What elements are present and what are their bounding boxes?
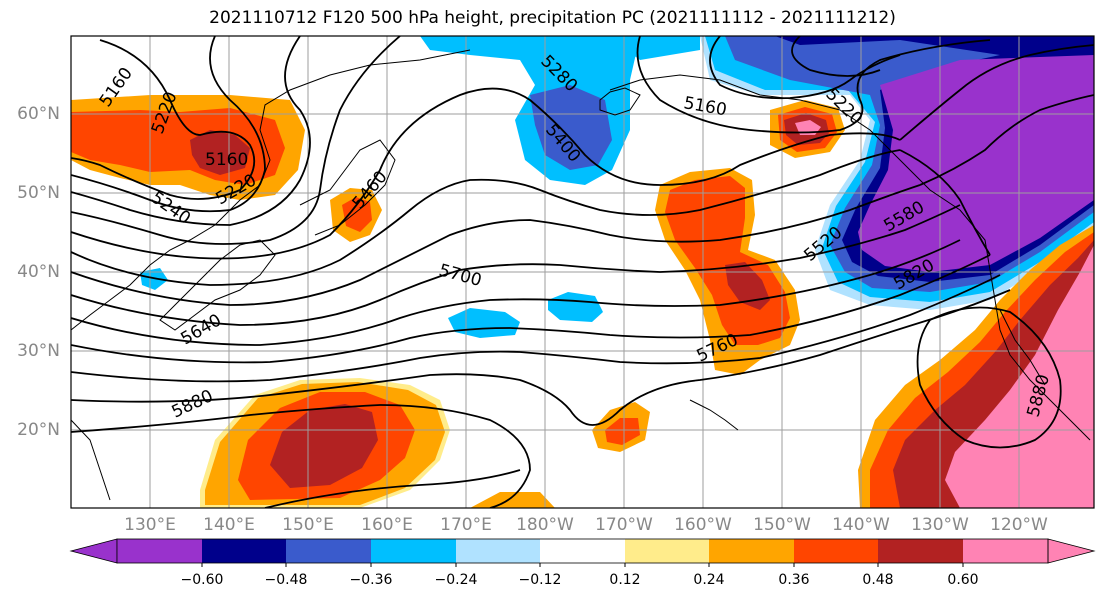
colorbar-swatch bbox=[202, 539, 286, 563]
contour-label: 5700 bbox=[437, 261, 484, 292]
lon-label: 150°W bbox=[753, 515, 811, 535]
colorbar-min-extend bbox=[69, 538, 118, 564]
lat-label: 30°N bbox=[17, 341, 60, 361]
colorbar-tick-label: −0.12 bbox=[518, 572, 562, 588]
lon-label: 120°W bbox=[990, 515, 1048, 535]
positive-patch-c-b bbox=[605, 418, 640, 445]
colorbar-tick-label: −0.48 bbox=[264, 572, 308, 588]
colorbar-swatch bbox=[117, 539, 202, 563]
lat-label: 40°N bbox=[17, 262, 60, 282]
colorbar-swatch bbox=[963, 539, 1048, 563]
negative-region-nc-b bbox=[530, 85, 612, 170]
lon-label: 130°W bbox=[911, 515, 969, 535]
lon-label: 150°E bbox=[282, 515, 334, 535]
lon-label: 160°E bbox=[361, 515, 413, 535]
map-title: 2021110712 F120 500 hPa height, precipit… bbox=[209, 8, 896, 28]
negative-region-nc-c bbox=[560, 36, 700, 60]
colorbar-swatch bbox=[878, 539, 963, 563]
negative-region-ne-e bbox=[858, 55, 1094, 272]
negative-patch-b bbox=[548, 292, 603, 322]
colorbar-tick-label: −0.60 bbox=[180, 572, 224, 588]
gridlines bbox=[71, 36, 1094, 508]
negative-patch-a bbox=[448, 308, 520, 338]
positive-patch-d bbox=[470, 492, 555, 508]
colorbar-max-extend bbox=[1047, 538, 1096, 564]
lon-label: 170°W bbox=[595, 515, 653, 535]
positive-region-sw-d bbox=[270, 404, 378, 488]
lon-label: 170°E bbox=[440, 515, 492, 535]
colorbar-tick-label: 0.24 bbox=[693, 572, 725, 588]
lat-label: 50°N bbox=[17, 183, 60, 203]
lon-label: 140°W bbox=[832, 515, 890, 535]
positive-region-nw-c bbox=[190, 130, 250, 175]
colorbar-swatch bbox=[456, 539, 540, 563]
lon-label: 130°E bbox=[124, 515, 176, 535]
colorbar-tick-label: 0.12 bbox=[609, 572, 641, 588]
lat-label: 20°N bbox=[17, 420, 60, 440]
contour-label: 5160 bbox=[205, 150, 248, 170]
colorbar-swatch bbox=[709, 539, 794, 563]
colorbar-tick-label: 0.36 bbox=[778, 572, 810, 588]
height-contours bbox=[71, 36, 1094, 508]
colorbar-tick-label: 0.48 bbox=[862, 572, 894, 588]
colorbar-swatch bbox=[794, 539, 878, 563]
colorbar-swatch bbox=[286, 539, 371, 563]
colorbar bbox=[69, 538, 1096, 567]
contour-label: 5160 bbox=[682, 93, 728, 120]
lon-label: 140°E bbox=[203, 515, 255, 535]
negative-region-nc bbox=[420, 36, 640, 185]
lon-label: 180°W bbox=[516, 515, 574, 535]
positive-region-se-d bbox=[945, 245, 1094, 508]
colorbar-swatch bbox=[371, 539, 456, 563]
colorbar-tick-label: −0.36 bbox=[349, 572, 393, 588]
colorbar-tick-label: 0.60 bbox=[947, 572, 979, 588]
lon-label: 160°W bbox=[674, 515, 732, 535]
contour-label: 5880 bbox=[169, 386, 217, 422]
colorbar-swatch bbox=[625, 539, 709, 563]
colorbar-swatch bbox=[540, 539, 625, 563]
map-frame bbox=[70, 35, 1095, 509]
lat-label: 60°N bbox=[17, 104, 60, 124]
colorbar-tick-label: −0.24 bbox=[434, 572, 478, 588]
positive-region-cp-c bbox=[725, 262, 770, 310]
